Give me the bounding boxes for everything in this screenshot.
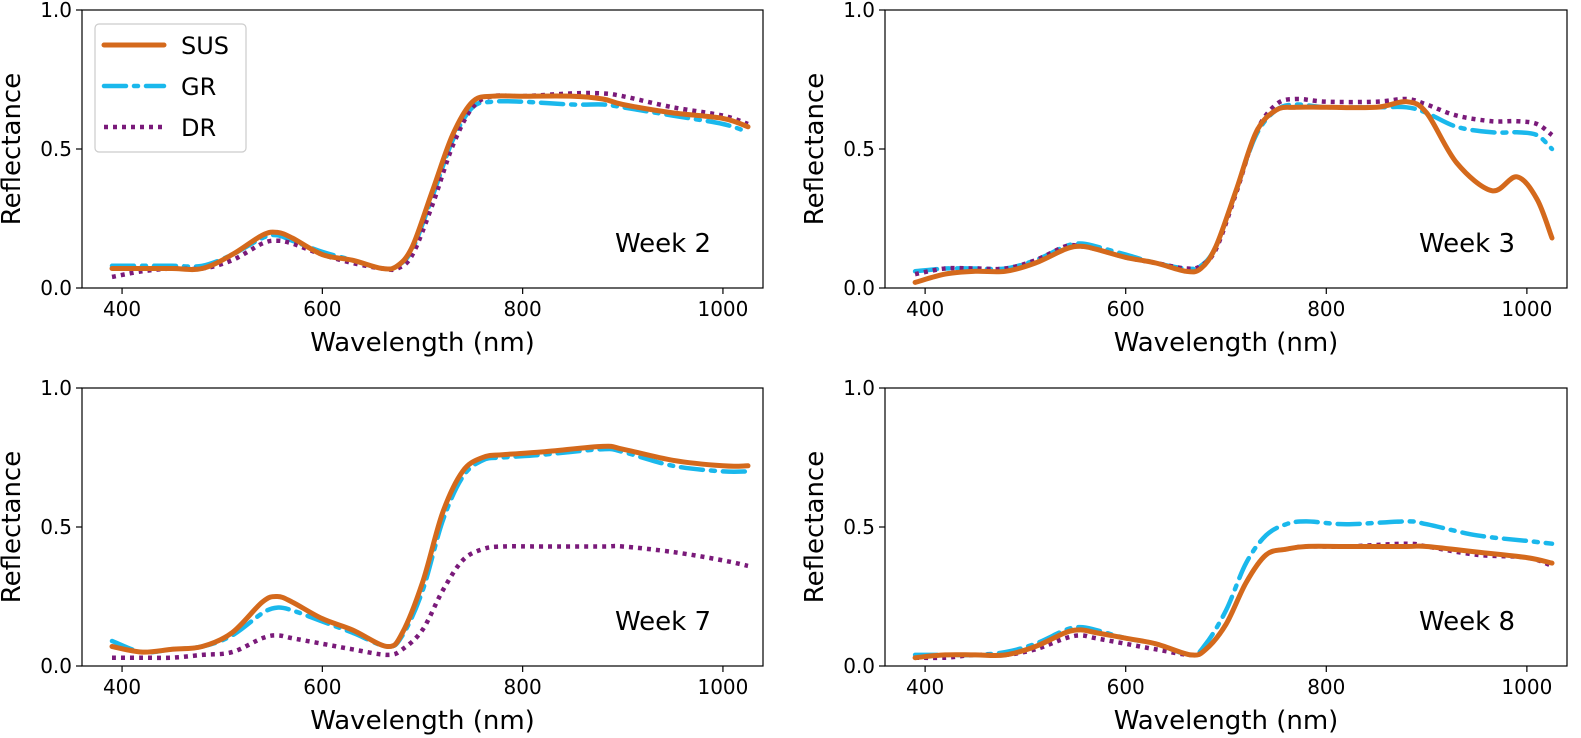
x-tick-label: 800 [504, 297, 542, 321]
chart-panel-3: 400 600 800 1000 0.0 0.5 1.0 Wavelength (nm) Ref… [0, 376, 764, 736]
y-tick-label: 0.5 [843, 137, 875, 161]
series-line-dr [112, 543, 749, 661]
x-axis-label: Wavelength (nm) [310, 328, 535, 358]
x-tick-label: 400 [906, 297, 944, 321]
x-tick-label: 400 [103, 675, 141, 699]
legend-label-gr: GR [181, 73, 216, 101]
y-tick-label: 0.0 [843, 276, 875, 300]
x-tick-label: 1000 [1501, 675, 1552, 699]
y-tick-label: 1.0 [843, 0, 875, 22]
x-axis-label: Wavelength (nm) [1114, 706, 1339, 736]
legend: SUS GR DR [94, 23, 247, 153]
y-tick-label: 0.0 [40, 654, 72, 678]
chart-panel-2: 400 600 800 1000 0.0 0.5 1.0 Wavelength (nm) Ref… [800, 0, 1568, 358]
y-tick-label: 0.5 [843, 515, 875, 539]
x-tick-label: 400 [906, 675, 944, 699]
x-tick-label: 800 [504, 675, 542, 699]
y-tick-label: 1.0 [40, 376, 72, 400]
x-tick-label: 600 [303, 297, 341, 321]
series-line-sus [109, 443, 751, 655]
week-annotation: Week 3 [1419, 229, 1515, 259]
y-axis-label: Reflectance [0, 451, 27, 603]
series-line-sus [109, 93, 751, 273]
y-tick-label: 0.0 [843, 654, 875, 678]
x-axis-label: Wavelength (nm) [1114, 328, 1339, 358]
series-line-sus [912, 543, 1555, 661]
legend-label-dr: DR [181, 114, 216, 142]
chart-panel-4: 400 600 800 1000 0.0 0.5 1.0 Wavelength (nm) Ref… [800, 376, 1568, 736]
x-tick-label: 600 [1107, 675, 1145, 699]
y-tick-label: 1.0 [40, 0, 72, 22]
series-line-gr [912, 519, 1555, 658]
y-tick-label: 0.5 [40, 137, 72, 161]
y-axis-label: Reflectance [800, 73, 830, 225]
x-tick-label: 1000 [1501, 297, 1552, 321]
series-line-sus [912, 99, 1555, 285]
x-tick-label: 1000 [697, 297, 748, 321]
legend-label-sus: SUS [181, 32, 229, 60]
legend-box [94, 23, 247, 153]
x-tick-label: 600 [303, 675, 341, 699]
x-tick-label: 1000 [697, 675, 748, 699]
week-annotation: Week 8 [1419, 607, 1515, 637]
week-annotation: Week 7 [615, 607, 711, 637]
x-tick-label: 800 [1307, 675, 1345, 699]
y-tick-label: 0.0 [40, 276, 72, 300]
x-tick-label: 400 [103, 297, 141, 321]
x-axis-label: Wavelength (nm) [310, 706, 535, 736]
x-tick-label: 800 [1307, 297, 1345, 321]
series-line-dr [111, 90, 749, 280]
chart-panel-1: 400 600 800 1000 0.0 0.5 1.0 Wavelength (nm) Ref… [0, 0, 764, 358]
y-axis-label: Reflectance [800, 451, 830, 603]
week-annotation: Week 2 [615, 229, 711, 259]
series-line-dr [915, 541, 1553, 661]
y-tick-label: 0.5 [40, 515, 72, 539]
y-axis-label: Reflectance [0, 73, 27, 225]
x-tick-label: 600 [1107, 297, 1145, 321]
y-tick-label: 1.0 [843, 376, 875, 400]
